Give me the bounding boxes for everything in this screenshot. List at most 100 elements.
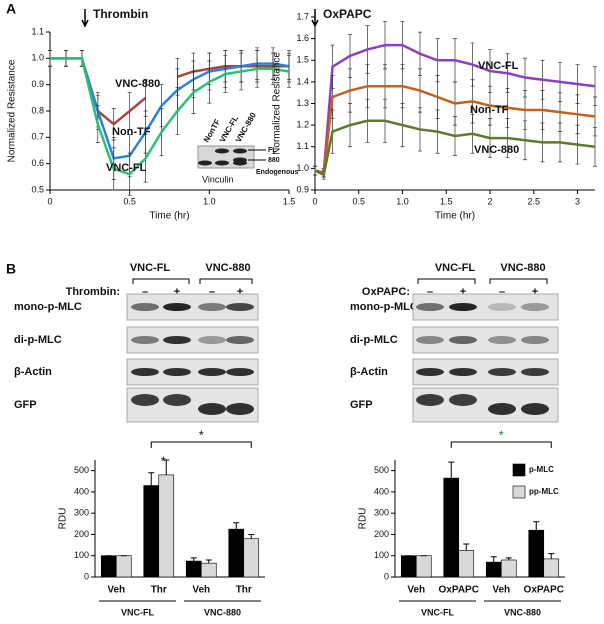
y-tick-label: 400 [74, 486, 89, 496]
blot-band [198, 303, 226, 311]
x-axis-label: Time (hr) [435, 211, 475, 222]
y-tick-label: 0 [84, 571, 89, 581]
y-tick-label: 1.1 [296, 141, 309, 151]
y-tick-label: 300 [74, 508, 89, 518]
blot-band [198, 368, 226, 376]
y-axis-label: Normalized Resistance [272, 52, 283, 155]
blot-band [449, 303, 477, 311]
blot-band [233, 148, 247, 154]
y-tick-label: 500 [74, 465, 89, 475]
series-line [314, 43, 596, 175]
blot-band [163, 394, 191, 406]
x-tick-label: Veh [492, 585, 510, 596]
blot-band [198, 336, 226, 344]
x-tick-label: Veh [407, 585, 425, 596]
y-tick-label: 1.1 [31, 26, 44, 36]
group-bracket [417, 278, 476, 284]
error-bar [190, 557, 197, 562]
inset-row: Vinculin [202, 174, 233, 184]
significance-star: * [499, 427, 504, 442]
y-axis-label: RDU [58, 508, 69, 530]
treatment-label: OxPAPC: [362, 286, 410, 298]
annotation-arrow [81, 9, 89, 28]
lane-label: – [209, 286, 215, 298]
series-line [177, 64, 289, 78]
row-label: GFP [14, 399, 37, 411]
bar [200, 562, 217, 578]
annotation: OxPAPC [323, 7, 372, 21]
blot-band [198, 160, 212, 166]
error-bar [163, 459, 170, 475]
group-bracket [199, 278, 253, 284]
y-tick-label: 1.4 [296, 76, 309, 86]
significance-bracket [150, 441, 252, 448]
group-label: VNC-880 [504, 607, 541, 617]
x-tick-label: Veh [192, 585, 210, 596]
blot [412, 326, 559, 354]
y-tick-label: 0.9 [296, 184, 309, 194]
blot-band [226, 303, 254, 311]
blot-band [226, 368, 254, 376]
blot-band [233, 160, 247, 166]
y-tick-label: 0.7 [31, 132, 44, 142]
inset-band: FL [268, 147, 277, 154]
blot-band [226, 336, 254, 344]
series-line [314, 84, 596, 175]
error-bar [533, 521, 540, 531]
blot-band [198, 403, 226, 415]
arrow [248, 149, 266, 161]
x-tick-label: Veh [107, 585, 125, 596]
error-bar [448, 461, 455, 479]
blot-group: VNC-880 [205, 262, 250, 274]
blot-band [131, 336, 159, 344]
series-label: VNC-FL [478, 60, 519, 72]
blot-band [416, 368, 444, 376]
y-tick-label: 1.6 [296, 33, 309, 43]
blot-band [449, 336, 477, 344]
y-tick-label: 100 [374, 550, 389, 560]
x-tick-label: 0 [312, 196, 317, 206]
blot-band [215, 148, 229, 154]
x-tick-label: 1.0 [396, 196, 409, 206]
series-line [50, 57, 290, 176]
error-bar [233, 522, 240, 530]
row-label: mono-p-MLC [14, 301, 82, 313]
blot-band [226, 403, 254, 415]
bar [158, 474, 175, 578]
significance-star: * [199, 427, 204, 442]
row-label: β-Actin [14, 366, 52, 378]
blot-group: VNC-FL [435, 262, 476, 274]
y-tick-label: 0.8 [31, 105, 44, 115]
blot-band [131, 394, 159, 406]
y-tick-label: 100 [74, 550, 89, 560]
bar [500, 559, 517, 578]
blot-band [488, 368, 516, 376]
bar [528, 529, 545, 578]
group-label: VNC-FL [421, 607, 454, 617]
lane-label: – [499, 286, 505, 298]
error-bar [463, 543, 470, 551]
x-tick-label: Thr [236, 585, 252, 596]
legend-label: pp-MLC [529, 487, 559, 496]
x-tick-label: 0.5 [123, 196, 136, 206]
inset-lane: VNC-880 [234, 111, 259, 144]
y-tick-label: 1.5 [296, 55, 309, 65]
error-bar [148, 472, 155, 486]
y-tick-label: 1.3 [296, 98, 309, 108]
lane-label: + [174, 286, 180, 298]
y-tick-label: 0.5 [31, 184, 44, 194]
bar [228, 528, 245, 578]
lane-label: + [460, 286, 466, 298]
panel-label: A [6, 1, 16, 17]
inset-band: 880 [268, 157, 280, 164]
bar [115, 555, 132, 578]
x-tick-label: 2.5 [527, 196, 540, 206]
x-tick-label: 0 [47, 196, 52, 206]
error-bar [490, 556, 497, 563]
lane-label: + [237, 286, 243, 298]
bar [458, 550, 475, 578]
y-tick-label: 500 [374, 465, 389, 475]
y-tick-label: 1.2 [296, 120, 309, 130]
group-bracket [489, 278, 548, 284]
lane-label: – [427, 286, 433, 298]
